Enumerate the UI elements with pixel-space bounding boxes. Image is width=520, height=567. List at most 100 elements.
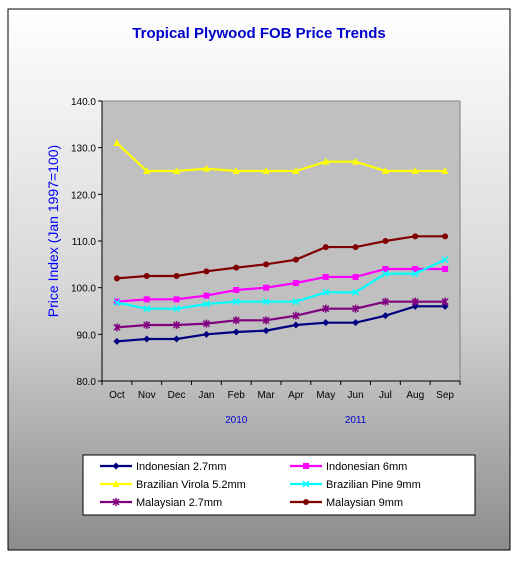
y-tick-label: 110.0: [72, 237, 97, 248]
data-point: [411, 297, 419, 306]
data-point: [352, 157, 360, 165]
data-point: [143, 273, 150, 279]
data-point: [232, 316, 240, 325]
data-point: [412, 266, 419, 272]
data-point: [442, 266, 449, 272]
data-point: [322, 304, 330, 313]
data-point: [292, 298, 300, 306]
data-point: [113, 337, 121, 345]
data-point: [381, 270, 389, 278]
y-tick-label: 130.0: [71, 144, 96, 155]
legend-entry: Brazilian Pine 9mm: [290, 479, 421, 491]
y-tick-label: 80.0: [77, 377, 97, 388]
legend-label: Malaysian 2.7mm: [136, 497, 222, 509]
legend-entry: Indonesian 6mm: [290, 461, 407, 473]
data-point: [143, 321, 151, 329]
year-labels: 2010 2011: [225, 415, 367, 426]
x-tick-label: Jul: [379, 390, 392, 401]
data-point: [113, 323, 121, 332]
data-point: [173, 273, 180, 279]
series-line: [116, 300, 446, 329]
data-point: [112, 480, 120, 487]
series-0: [113, 302, 449, 345]
x-tick-label: Sep: [436, 390, 454, 401]
data-point: [303, 499, 309, 505]
data-point: [173, 321, 181, 329]
legend-entry: Indonesian 2.7mm: [100, 461, 227, 473]
x-tick-label: Dec: [168, 390, 186, 401]
y-tick-label: 120.0: [71, 190, 96, 201]
x-tick-label: Mar: [257, 390, 275, 401]
data-point: [292, 256, 299, 263]
data-point: [382, 266, 389, 272]
y-axis: 80.0 90.0 100.0 110.0 120.0 130.0 140.0: [71, 97, 103, 388]
x-tick-label: Feb: [228, 390, 246, 401]
y-tick-label: 100.0: [71, 284, 96, 295]
data-point: [113, 139, 121, 146]
x-tick-label: May: [316, 390, 335, 401]
data-point: [352, 319, 360, 327]
data-point: [411, 302, 419, 310]
data-point: [203, 292, 210, 299]
data-point: [441, 302, 449, 310]
series-5: [113, 233, 449, 282]
x-tick-label: Jun: [348, 390, 364, 401]
series-3: [113, 256, 449, 313]
data-point: [112, 498, 120, 506]
data-point: [262, 298, 270, 306]
series-line: [116, 142, 446, 173]
data-point: [322, 157, 330, 165]
data-point: [302, 480, 310, 488]
data-point: [203, 268, 210, 275]
x-tick-label: Jan: [198, 390, 214, 401]
data-point: [112, 462, 120, 470]
legend-entry: Brazilian Virola 5.2mm: [100, 479, 246, 491]
data-point: [352, 288, 360, 296]
data-point: [322, 244, 329, 251]
data-point: [173, 335, 181, 343]
data-point: [411, 270, 419, 278]
data-point: [143, 296, 150, 303]
series-line: [116, 258, 446, 310]
data-point: [263, 261, 270, 268]
x-tick-label: Aug: [406, 390, 424, 401]
data-point: [292, 321, 300, 329]
legend: [82, 454, 476, 516]
data-point: [442, 233, 449, 240]
data-point: [292, 280, 299, 286]
data-point: [232, 328, 240, 336]
y-axis-label: Price Index (Jan 1997=100): [45, 145, 61, 317]
y-tick-label: 90.0: [77, 330, 97, 341]
legend-label: Indonesian 2.7mm: [136, 461, 227, 473]
x-tick-label: Apr: [288, 390, 304, 401]
data-point: [232, 298, 240, 306]
data-point: [202, 319, 210, 328]
data-point: [292, 167, 300, 174]
data-point: [202, 330, 210, 338]
series-line: [116, 235, 446, 280]
data-point: [202, 300, 210, 308]
data-point: [441, 256, 449, 264]
data-point: [441, 297, 449, 306]
data-point: [381, 167, 389, 174]
data-point: [303, 463, 309, 469]
data-point: [143, 167, 151, 174]
year-label: 2010: [225, 415, 248, 426]
data-point: [322, 319, 330, 327]
legend-label: Malaysian 9mm: [326, 497, 403, 509]
data-point: [113, 299, 121, 307]
legend-entry: Malaysian 9mm: [290, 497, 403, 509]
data-point: [262, 167, 270, 174]
legend-label: Brazilian Virola 5.2mm: [136, 479, 246, 491]
data-point: [232, 167, 240, 174]
legend-label: Indonesian 6mm: [326, 461, 407, 473]
data-point: [143, 335, 151, 343]
data-point: [322, 273, 329, 280]
data-point: [352, 244, 359, 251]
data-point: [262, 316, 270, 325]
data-point: [173, 305, 181, 313]
x-tick-label: Nov: [138, 390, 156, 401]
data-point: [382, 238, 389, 244]
